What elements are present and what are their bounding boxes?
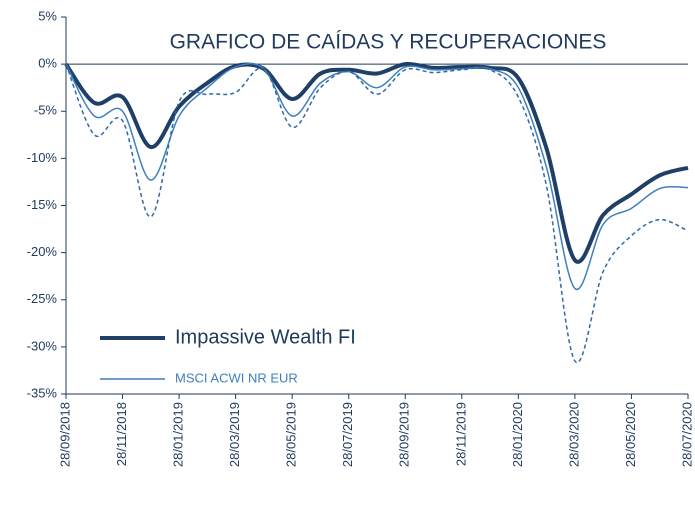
x-tick-label: 28/05/2019 bbox=[284, 402, 299, 467]
y-tick-label: -15% bbox=[27, 197, 58, 212]
x-tick-label: 28/11/2019 bbox=[453, 402, 468, 466]
y-tick-label: 0% bbox=[38, 56, 57, 71]
y-tick-label: 5% bbox=[38, 8, 57, 23]
y-tick-label: -5% bbox=[34, 103, 58, 118]
series-line bbox=[65, 62, 689, 291]
x-tick-label: 28/03/2020 bbox=[566, 402, 581, 467]
y-tick-label: -25% bbox=[27, 291, 58, 306]
y-tick-label: -30% bbox=[27, 338, 58, 353]
y-tick-label: -35% bbox=[27, 385, 58, 400]
x-tick-label: 28/01/2019 bbox=[171, 402, 186, 467]
y-tick-label: -10% bbox=[27, 150, 58, 165]
legend-label: Impassive Wealth FI bbox=[175, 326, 356, 348]
x-tick-label: 28/09/2019 bbox=[397, 402, 412, 467]
chart-title: GRAFICO DE CAÍDAS Y RECUPERACIONES bbox=[170, 31, 607, 54]
x-tick-label: 28/11/2018 bbox=[114, 402, 129, 466]
x-tick-label: 28/05/2020 bbox=[623, 402, 638, 467]
y-tick-label: -20% bbox=[27, 244, 58, 259]
x-tick-label: 28/07/2020 bbox=[679, 402, 694, 467]
x-tick-label: 28/03/2019 bbox=[227, 402, 242, 467]
x-tick-label: 28/09/2018 bbox=[57, 402, 72, 467]
series-line bbox=[64, 61, 689, 264]
series-line bbox=[65, 63, 689, 364]
legend-label: MSCI ACWI NR EUR bbox=[175, 370, 298, 385]
x-tick-label: 28/01/2020 bbox=[510, 402, 525, 467]
x-tick-label: 28/07/2019 bbox=[340, 402, 355, 467]
